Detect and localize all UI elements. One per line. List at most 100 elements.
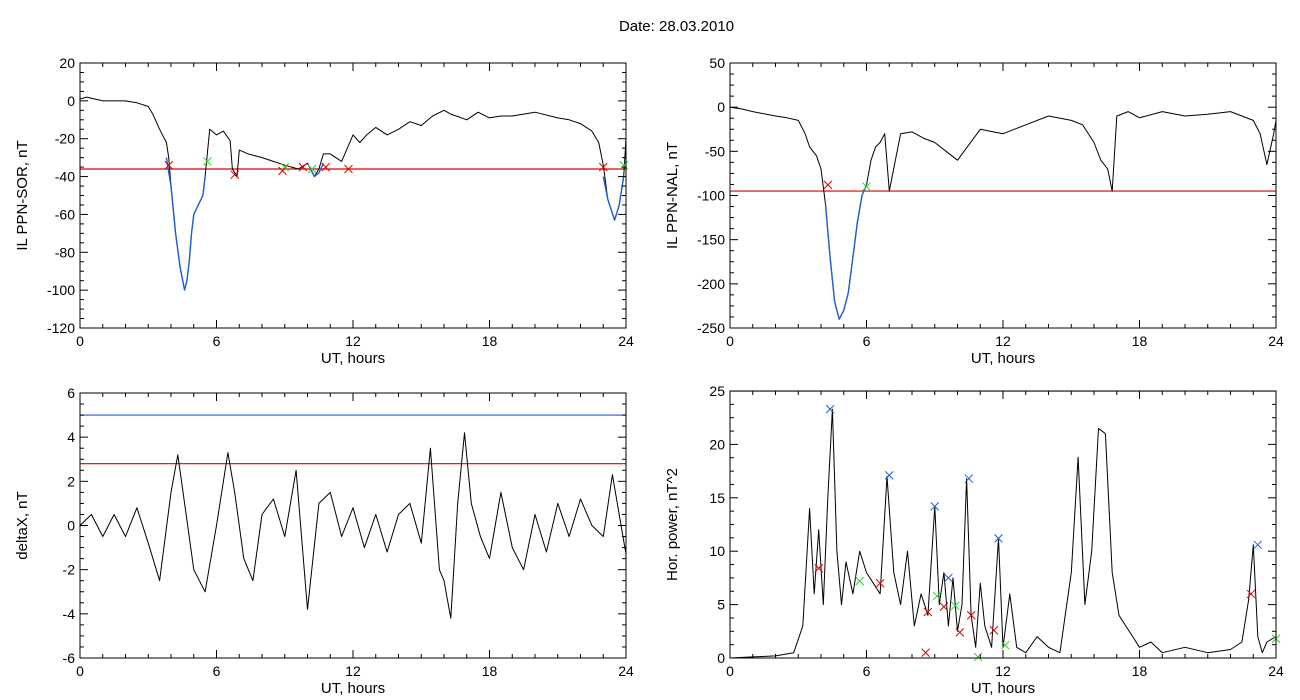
plot-frame [79,392,627,659]
cross-marker [321,162,331,172]
plot-area [730,391,1276,658]
cross-marker [823,180,833,190]
cross-marker [862,182,871,192]
x-tick-label: 0 [76,333,84,349]
x-tick-label: 6 [863,663,871,679]
y-tick-label: -150 [697,232,725,248]
y-tick-label: 0 [67,518,75,534]
y-tick-label: -50 [705,143,725,159]
cross-marker [875,578,885,588]
cross-marker-stroke [230,170,240,180]
cross-marker-stroke [307,164,317,174]
y-tick-label: -6 [63,650,76,666]
highlight-series-line [824,184,868,320]
y-tick-label: 10 [709,543,725,559]
y-tick-label: -80 [55,244,75,260]
panel-hor-power: 0 6 12 18 24 25 20 15 10 5 0 UT, hours Hor. power, n… [664,383,1284,697]
cross-marker [994,534,1003,543]
highlight-series-line [602,176,625,221]
y-tick-label: -20 [55,131,75,147]
y-tick-label: 50 [709,55,725,71]
cross-marker [966,610,976,620]
x-tick-label: 18 [482,333,498,349]
panel-deltax: 0 6 12 18 24 6 4 2 0 -2 -4 -6 UT, hours deltaX, nT [14,385,634,697]
x-axis-title: UT, hours [321,350,385,367]
x-tick-label: 12 [345,333,361,349]
x-tick-label: 0 [76,663,84,679]
cross-marker [307,164,317,174]
cross-marker [280,162,290,172]
x-tick-label: 6 [213,663,221,679]
cross-marker-stroke [344,164,353,174]
cross-marker-stroke [825,404,835,414]
data-series-line [730,106,1276,320]
y-tick-label: -100 [47,282,75,298]
y-tick-label: 20 [59,55,75,71]
x-tick-label: 6 [863,333,871,349]
cross-marker [164,160,174,170]
cross-marker [955,628,965,637]
y-axis-title: IL PPN-NAL, nT [664,142,681,249]
cross-marker-stroke [955,628,965,637]
cross-marker-stroke [923,607,933,617]
cross-marker [1253,540,1263,550]
cross-marker [944,573,953,583]
cross-marker [825,404,835,414]
y-axis-title: Hor. power, nT^2 [664,468,681,581]
cross-marker-stroke [823,180,833,190]
cross-marker-stroke [862,182,871,192]
x-axis-title: UT, hours [971,680,1035,697]
y-tick-label: 4 [67,429,75,445]
data-series-line [730,408,1276,658]
cross-marker-stroke [321,162,331,172]
cross-marker [932,591,942,601]
y-tick-label: 2 [67,473,75,489]
plot-area [80,414,626,619]
cross-marker [973,652,983,662]
cross-marker [230,170,240,180]
cross-marker [598,162,608,172]
y-tick-label: 20 [709,436,725,452]
cross-marker-stroke [966,610,976,620]
x-tick-label: 0 [726,663,734,679]
x-tick-label: 24 [618,663,634,679]
x-tick-label: 18 [1132,663,1148,679]
x-tick-label: 24 [1268,333,1284,349]
y-tick-label: -4 [63,606,76,622]
plot-area [80,96,626,291]
highlight-series-line [165,157,206,291]
cross-marker-stroke [280,162,290,172]
panel-ppn-sor: 0 6 12 18 24 20 0 -20 -40 -60 -80 -100 -120 UT, hours… [14,55,634,367]
cross-marker [203,157,212,166]
cross-marker-stroke [1253,540,1263,550]
y-tick-label: 15 [709,490,725,506]
y-tick-label: 0 [717,650,725,666]
y-tick-label: 0 [67,93,75,109]
cross-marker [298,162,308,172]
x-tick-label: 24 [1268,663,1284,679]
cross-marker-stroke [921,648,931,658]
y-axis-title: deltaX, nT [14,491,31,559]
plot-frame [729,62,1277,329]
cross-marker-stroke [994,534,1003,543]
plot-frame [79,62,627,329]
panel-ppn-nal: 0 6 12 18 24 50 0 -50 -100 -150 -200 -250 UT, hours I… [664,55,1284,367]
y-axis-title: IL PPN-SOR, nT [14,140,31,250]
cross-marker-stroke [930,501,940,511]
cross-marker [989,625,999,635]
cross-marker [278,166,287,176]
x-tick-label: 12 [995,333,1011,349]
cross-marker-stroke [298,162,308,172]
x-axis-title: UT, hours [321,680,385,697]
data-series-line [80,96,626,291]
figure-title: Date: 28.03.2010 [618,18,735,35]
cross-marker-stroke [964,474,974,483]
cross-marker-stroke [855,576,865,586]
x-tick-label: 12 [345,663,361,679]
cross-marker-stroke [1246,589,1256,599]
y-tick-label: 5 [717,597,725,613]
cross-marker-stroke [1000,640,1010,650]
cross-marker-stroke [164,160,174,170]
y-tick-label: -100 [697,188,725,204]
